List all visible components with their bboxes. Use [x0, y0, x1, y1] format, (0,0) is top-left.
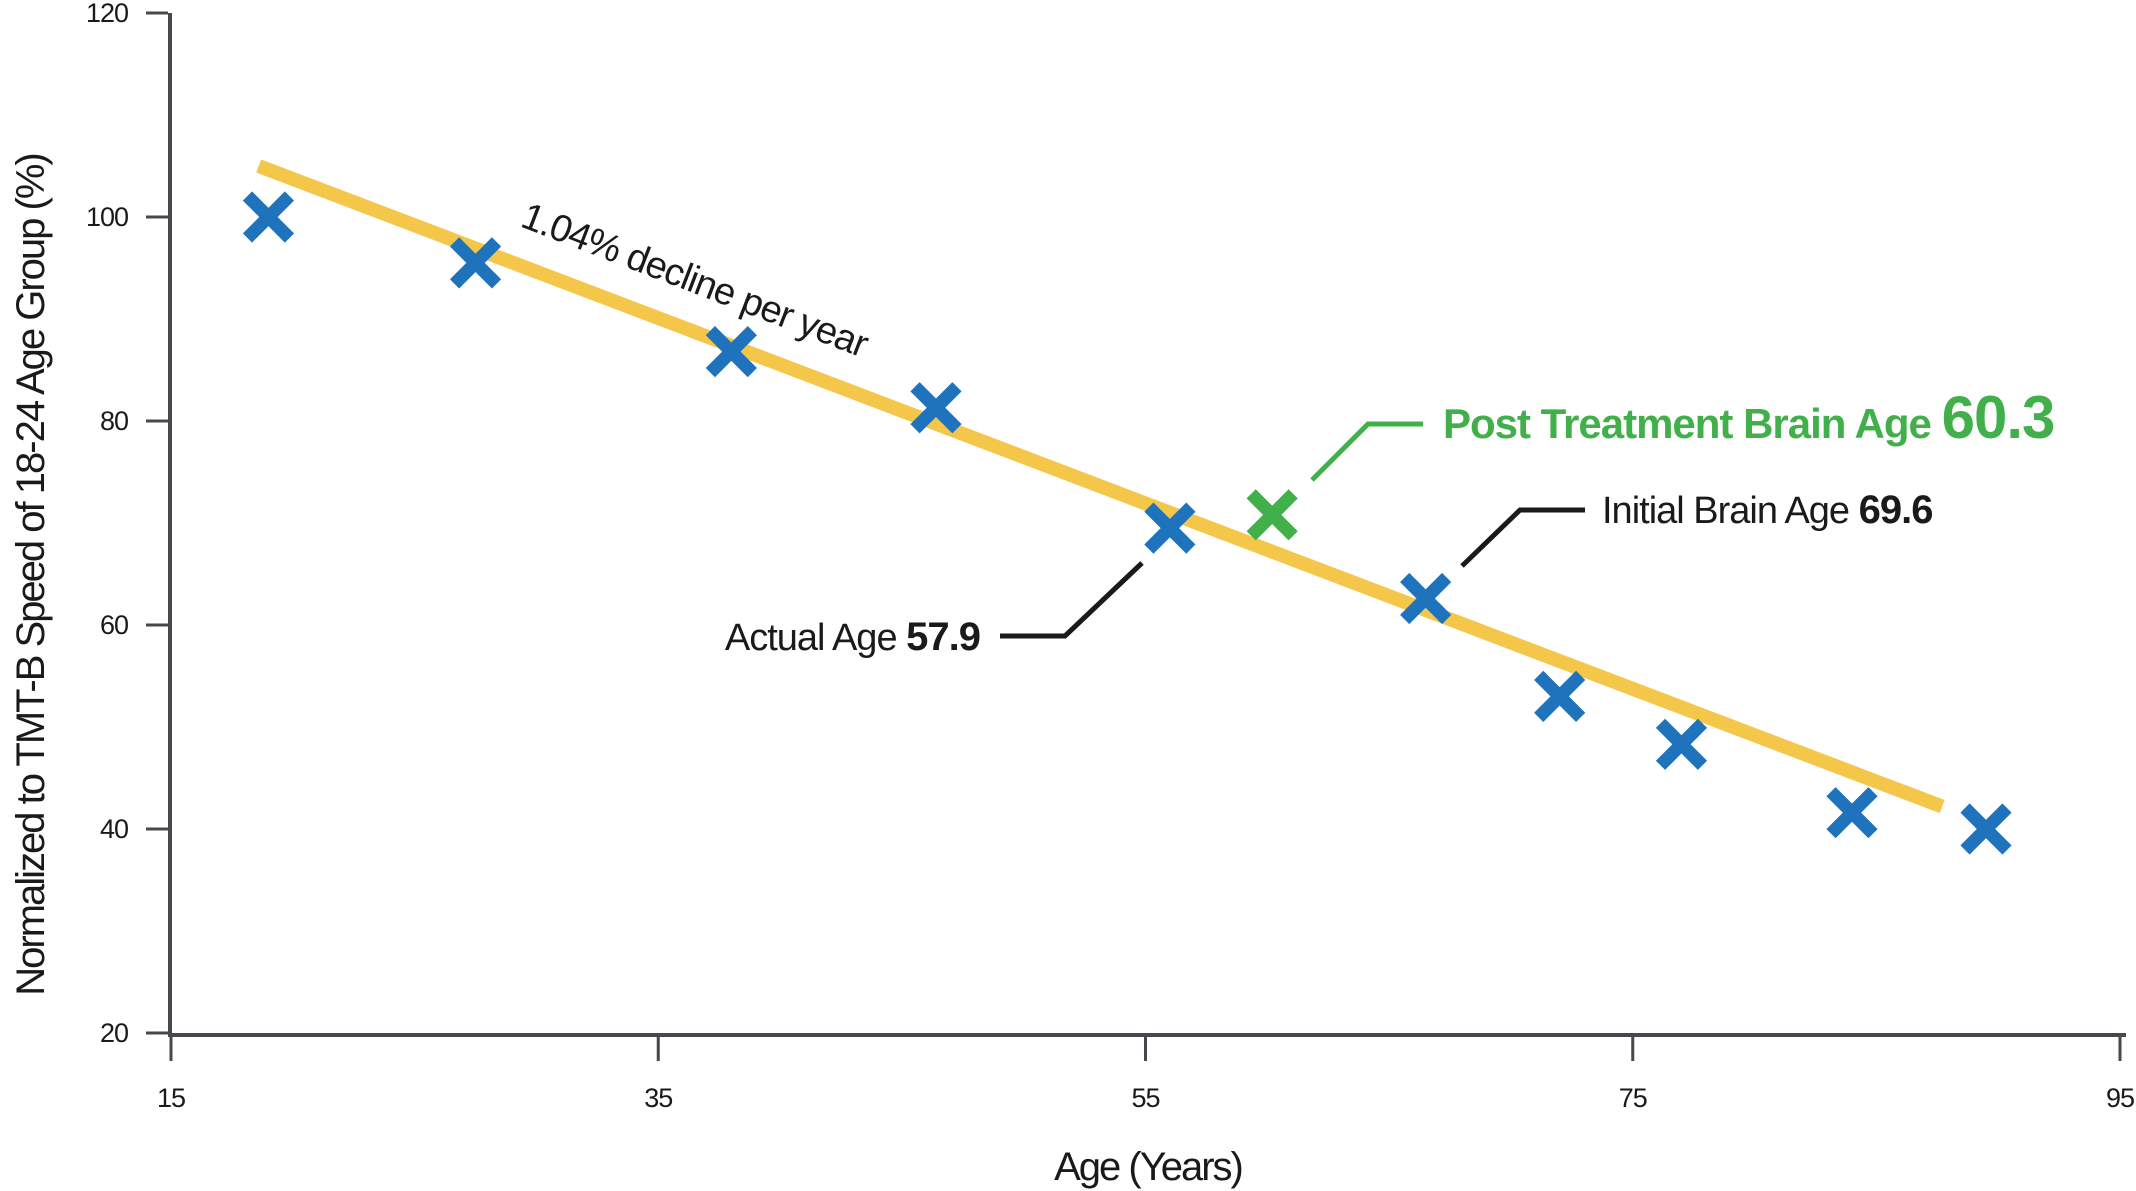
data-point-marker-x	[1826, 787, 1878, 839]
initial-brain-age-callout-line	[1460, 507, 1585, 568]
data-point-marker-x	[1144, 502, 1196, 554]
y-tick-label: 120	[86, 0, 128, 28]
x-marker-stroke	[1826, 787, 1878, 839]
y-tick-label: 40	[100, 814, 128, 844]
x-marker-stroke	[1400, 572, 1452, 625]
x-tick-label: 15	[157, 1083, 185, 1113]
x-tick-label: 95	[2106, 1083, 2134, 1113]
data-point-marker-x	[1534, 670, 1586, 722]
post-treatment-callout-line	[1310, 421, 1423, 482]
x-marker-stroke	[1655, 718, 1708, 770]
x-marker-stroke	[1246, 489, 1298, 541]
initial-brain-age-label: Initial Brain Age 69.6	[1602, 488, 1932, 532]
x-tick-label: 35	[644, 1083, 672, 1113]
x-marker-stroke	[1534, 670, 1586, 722]
x-axis-title: Age (Years)	[1054, 1145, 1242, 1189]
actual-age-label: Actual Age 57.9	[725, 615, 980, 659]
trend-line-layer: 1.04% decline per year	[256, 159, 1945, 814]
y-tick-label: 80	[100, 406, 128, 436]
data-point-marker-x	[449, 237, 502, 289]
annotations-layer: Post Treatment Brain Age 60.3 Initial Bra…	[725, 384, 2055, 659]
x-marker-stroke	[705, 326, 757, 378]
x-marker-stroke	[910, 382, 962, 434]
x-marker-stroke	[1144, 502, 1196, 554]
post-treatment-label: Post Treatment Brain Age 60.3	[1443, 384, 2054, 451]
x-marker-stroke	[242, 191, 295, 243]
data-point-marker-x	[1960, 803, 2012, 855]
x-marker-stroke	[1960, 803, 2012, 855]
y-axis-title: Normalized to TMT-B Speed of 18-24 Age G…	[9, 154, 53, 995]
data-point-marker-x	[1246, 489, 1298, 541]
data-points-layer	[242, 191, 2012, 855]
y-tick-label: 100	[86, 202, 128, 232]
axes-layer: 120 100 80 60 40 20 15 35 55 75 95	[86, 0, 2135, 1113]
y-tick-label: 20	[100, 1018, 128, 1048]
actual-age-callout-line	[1000, 561, 1144, 639]
y-tick-label: 60	[100, 610, 128, 640]
data-point-marker-x	[1400, 572, 1452, 625]
data-point-marker-x	[910, 382, 962, 434]
trend-line	[256, 159, 1945, 814]
x-tick-label: 55	[1131, 1083, 1159, 1113]
data-point-marker-x	[1655, 718, 1708, 770]
x-tick-label: 75	[1619, 1083, 1647, 1113]
x-marker-stroke	[449, 237, 502, 289]
data-point-marker-x	[705, 326, 757, 378]
data-point-marker-x	[242, 191, 295, 243]
